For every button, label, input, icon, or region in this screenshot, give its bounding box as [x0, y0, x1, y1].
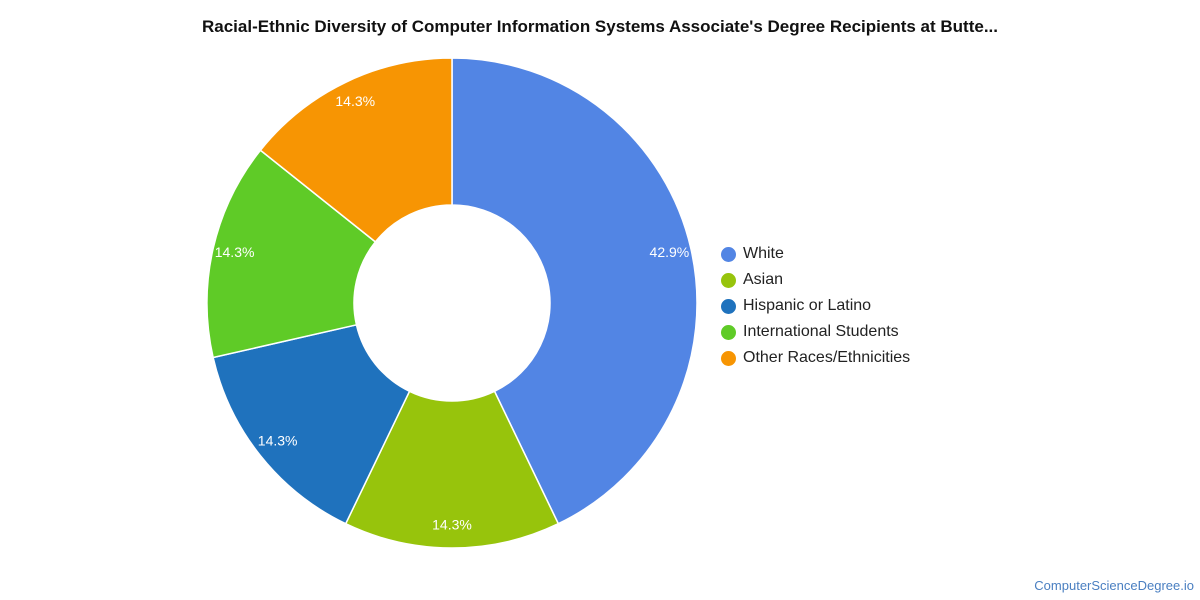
legend-item-hispanic-or-latino[interactable]: Hispanic or Latino — [721, 293, 910, 319]
chart-legend: White Asian Hispanic or Latino Internationa… — [721, 241, 910, 371]
legend-swatch-icon — [721, 324, 736, 340]
slice-label-asian: 14.3% — [432, 517, 472, 533]
slice-hispanic-or-latino[interactable] — [212, 323, 411, 525]
legend-swatch-icon — [721, 298, 736, 314]
legend-item-international-students[interactable]: International Students — [721, 319, 910, 345]
legend-label: Asian — [743, 271, 784, 288]
slice-white[interactable] — [451, 57, 698, 525]
legend-label: White — [743, 245, 784, 262]
slice-label-international-students: 14.3% — [215, 244, 255, 260]
legend-item-white[interactable]: White — [721, 241, 910, 267]
slice-other-races-ethnicities[interactable] — [259, 57, 453, 243]
legend-item-other-races-ethnicities[interactable]: Other Races/Ethnicities — [721, 345, 910, 371]
slice-international-students[interactable] — [206, 149, 377, 359]
legend-label: Other Races/Ethnicities — [743, 349, 911, 366]
source-credit[interactable]: ComputerScienceDegree.io — [1034, 578, 1194, 593]
legend-swatch-icon — [721, 350, 736, 366]
slice-label-hispanic-or-latino: 14.3% — [258, 433, 298, 449]
slice-asian[interactable] — [344, 390, 560, 549]
legend-swatch-icon — [721, 246, 736, 262]
chart-title: Racial-Ethnic Diversity of Computer Info… — [201, 17, 998, 36]
legend-item-asian[interactable]: Asian — [721, 267, 910, 293]
legend-label: International Students — [743, 323, 899, 340]
slice-label-other-races-ethnicities: 14.3% — [335, 93, 375, 109]
legend-swatch-icon — [721, 272, 736, 288]
legend-label: Hispanic or Latino — [743, 297, 872, 314]
slice-label-white: 42.9% — [650, 244, 690, 260]
